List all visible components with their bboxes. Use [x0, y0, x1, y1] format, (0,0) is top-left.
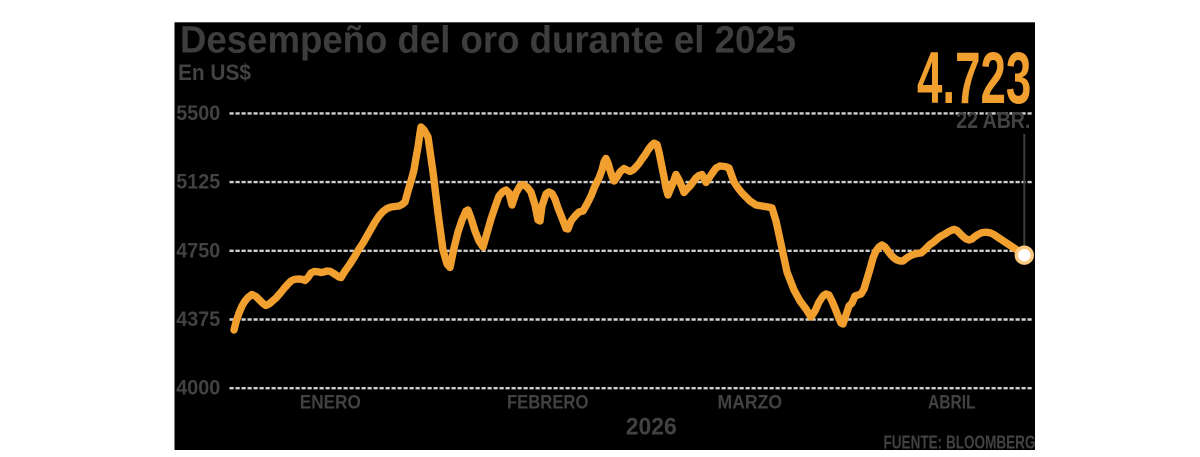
- svg-text:ABRIL: ABRIL: [928, 392, 976, 414]
- svg-text:ENERO: ENERO: [300, 392, 361, 414]
- svg-text:FEBRERO: FEBRERO: [507, 392, 588, 414]
- svg-text:4375: 4375: [176, 307, 220, 331]
- svg-text:5500: 5500: [176, 101, 220, 125]
- svg-text:Desempeño del oro durante el 2: Desempeño del oro durante el 2025: [180, 19, 796, 61]
- svg-text:FUENTE: BLOOMBERG: FUENTE: BLOOMBERG: [884, 432, 1036, 453]
- svg-text:4750: 4750: [176, 238, 220, 262]
- svg-text:4000: 4000: [176, 376, 220, 400]
- svg-text:4.723: 4.723: [917, 38, 1031, 119]
- svg-text:En US$: En US$: [178, 60, 251, 85]
- svg-text:5125: 5125: [176, 170, 220, 194]
- svg-text:MARZO: MARZO: [718, 392, 783, 414]
- svg-text:22 ABR.: 22 ABR.: [956, 107, 1030, 133]
- svg-text:2026: 2026: [626, 413, 677, 440]
